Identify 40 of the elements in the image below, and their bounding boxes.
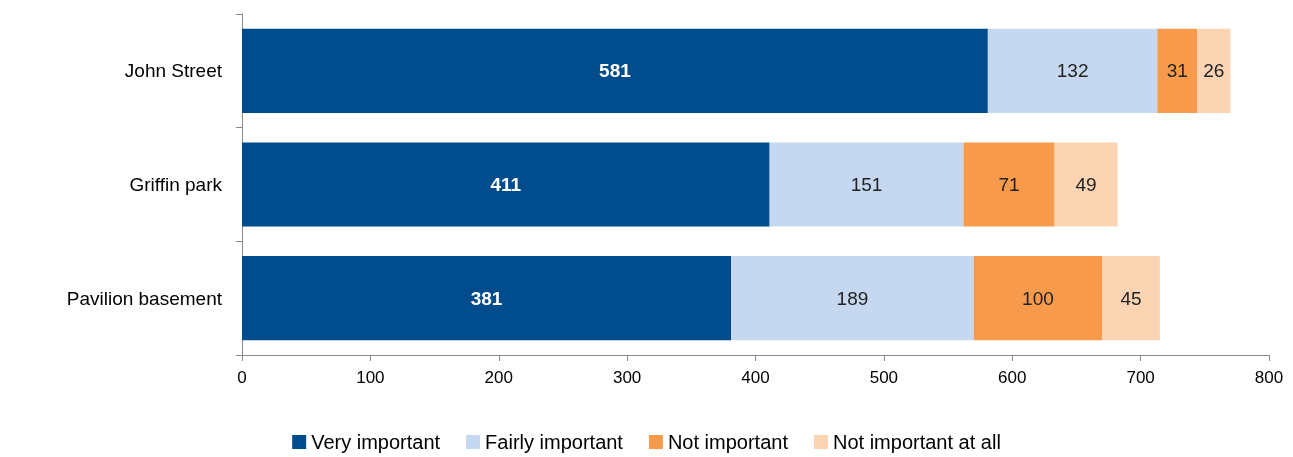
legend-label: Not important [667,431,789,453]
bar [1157,28,1198,113]
bar [1054,142,1118,227]
bar [242,28,988,113]
x-tick-label: 100 [356,368,385,387]
bar [1197,28,1231,113]
data-label: 411 [490,174,522,195]
data-label: 581 [599,60,632,82]
bar [242,256,732,341]
data-label: 49 [1075,174,1097,195]
x-tick-label: 700 [1126,368,1155,387]
data-label: 189 [836,287,869,309]
data-label: 381 [470,287,503,309]
bar [769,142,964,227]
y-tick-label: John Street [124,60,223,82]
bar [963,142,1055,227]
legend-label: Fairly important [485,431,624,453]
data-label: 26 [1203,60,1225,82]
x-tick-label: 0 [237,368,247,387]
data-label: 132 [1056,60,1089,82]
bar [731,256,974,341]
x-tick-label: 400 [741,368,770,387]
data-label: 100 [1022,287,1054,309]
data-label: 31 [1166,60,1188,82]
data-label: 71 [998,174,1020,195]
data-label: 45 [1120,287,1142,309]
legend-label: Very important [311,431,441,453]
x-tick-label: 200 [484,368,513,387]
y-tick-label: Griffin park [129,174,223,195]
y-tick-label: Pavilion basement [66,287,223,309]
x-tick-label: 800 [1254,368,1284,387]
bar [242,142,770,227]
x-tick-label: 600 [998,368,1027,387]
bar [1102,256,1160,341]
x-tick-label: 500 [869,368,899,387]
bar [987,28,1158,113]
data-label: 151 [850,174,883,195]
x-tick-label: 300 [612,368,642,387]
legend-label: Not important at all [832,431,1001,453]
bar [973,256,1103,341]
